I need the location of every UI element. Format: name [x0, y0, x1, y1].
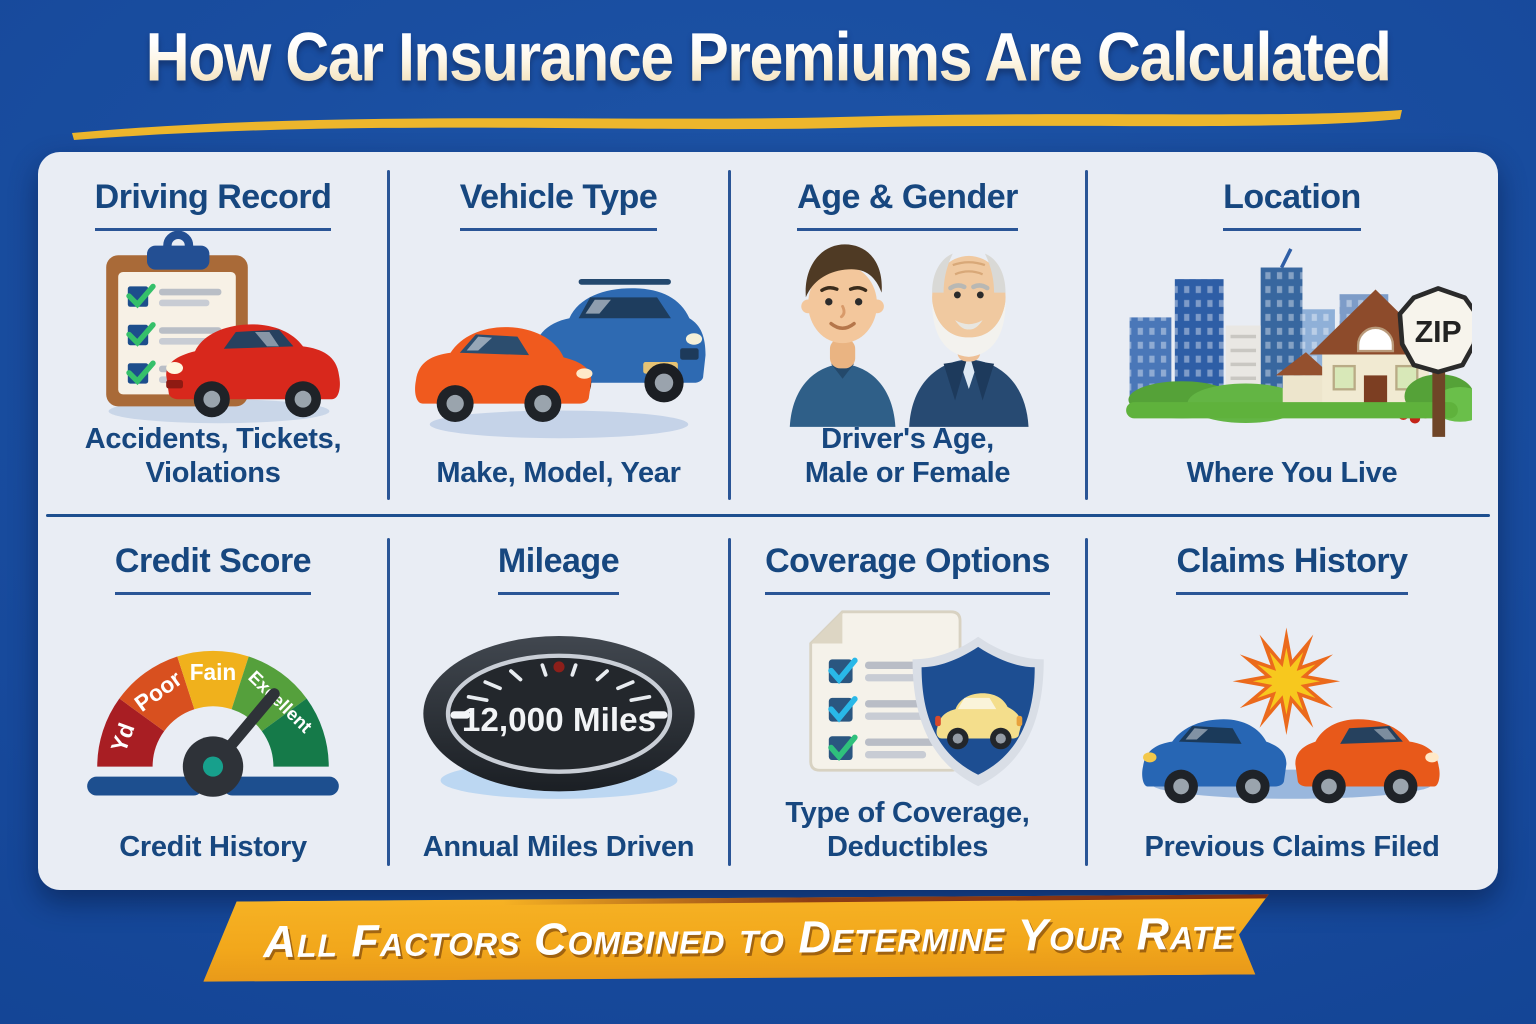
cell-heading: Driving Record — [94, 179, 332, 231]
red-car — [166, 324, 340, 418]
cell-subtitle: Where You Live — [1186, 456, 1398, 489]
orange-crash-car — [1295, 719, 1440, 804]
credit-score-gauge-icon: Yd Poor Fain Excellent — [87, 650, 339, 797]
row-divider — [46, 514, 1490, 517]
crash-starburst-inner — [1252, 647, 1320, 716]
orange-coupe — [414, 327, 592, 423]
cell-subtitle: Previous Claims Filed — [1144, 830, 1440, 863]
zip-sign-label: ZIP — [1415, 315, 1462, 348]
column-divider — [387, 538, 390, 866]
cell-heading: Coverage Options — [765, 543, 1050, 595]
clipboard-checklist-car-icon — [106, 230, 340, 424]
column-divider — [1085, 538, 1088, 866]
blue-crash-car — [1142, 719, 1287, 804]
car-collision-icon — [1142, 627, 1440, 804]
page-title: How Car Insurance Premiums Are Calculate… — [0, 19, 1536, 95]
cell-mileage: Mileage — [388, 516, 729, 890]
cell-coverage-options: Coverage Options — [729, 516, 1086, 890]
cell-subtitle: Accidents, Tickets, Violations — [84, 422, 342, 489]
cell-location: Location — [1086, 152, 1498, 516]
column-divider — [1085, 170, 1088, 500]
elderly-man — [908, 253, 1029, 427]
two-people-icon — [789, 244, 1029, 427]
cell-heading: Claims History — [1176, 543, 1408, 595]
factors-panel: Driving Record — [38, 152, 1498, 890]
title-underline-swoosh — [72, 110, 1402, 140]
zip-sign: ZIP — [1397, 285, 1472, 437]
cell-subtitle: Make, Model, Year — [436, 456, 681, 489]
summary-ribbon-text: All Factors Combined to Determine Your R… — [263, 907, 1235, 968]
policy-checklist-shield-icon — [808, 610, 1044, 787]
column-divider — [387, 170, 390, 500]
two-cars-icon — [414, 279, 706, 439]
cell-claims-history: Claims History — [1086, 516, 1498, 890]
cell-subtitle: Annual Miles Driven — [422, 830, 695, 863]
cell-heading: Age & Gender — [797, 179, 1018, 231]
shield-with-car — [912, 636, 1044, 787]
cell-heading: Credit Score — [114, 543, 312, 595]
cell-driving-record: Driving Record — [38, 152, 388, 516]
cell-subtitle: Credit History — [119, 830, 307, 863]
cell-heading: Vehicle Type — [459, 179, 658, 231]
cell-heading: Mileage — [497, 543, 620, 595]
column-divider — [728, 538, 731, 866]
cell-credit-score: Credit Score Yd Poor Fain Excellent — [38, 516, 388, 890]
young-man — [789, 244, 895, 427]
cell-subtitle: Type of Coverage, Deductibles — [785, 796, 1030, 863]
city-house-zip-icon: ZIP — [1126, 247, 1472, 437]
cell-heading: Location — [1223, 179, 1361, 231]
column-divider — [728, 170, 731, 500]
odometer-value: 12,000 Miles — [461, 702, 655, 739]
summary-ribbon: All Factors Combined to Determine Your R… — [203, 892, 1272, 983]
cell-age-gender: Age & Gender — [729, 152, 1086, 516]
cell-subtitle: Driver's Age, Male or Female — [804, 422, 1011, 489]
odometer-icon: 12,000 Miles — [422, 635, 695, 799]
gauge-label-fair: Fain — [190, 659, 237, 685]
cell-vehicle-type: Vehicle Type — [388, 152, 729, 516]
